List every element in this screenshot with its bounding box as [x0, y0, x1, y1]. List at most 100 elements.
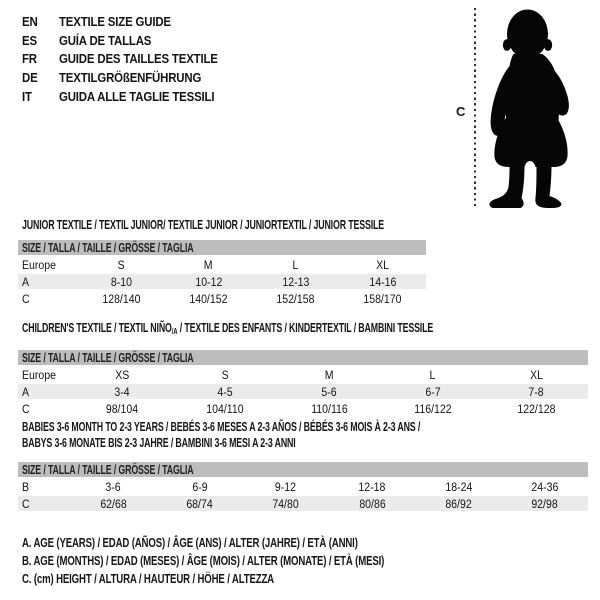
size-cell-text: L [429, 367, 436, 382]
language-row: DE TEXTILGRÖßENFÜHRUNG [22, 68, 239, 87]
size-cell: 12-13 [252, 275, 339, 289]
size-cell-text: 74/80 [272, 496, 300, 511]
size-cell-text: 80/86 [358, 496, 386, 511]
size-cell: 104/110 [174, 402, 278, 416]
size-cell-text: XL [376, 257, 389, 272]
footnote-text: C. (cm) HEIGHT / ALTURA / HAUTEUR / HÖHE… [22, 571, 274, 586]
language-code: ES [22, 33, 59, 48]
footnotes: A. AGE (YEARS) / EDAD (AÑOS) / ÂGE (ANS)… [22, 535, 512, 589]
size-cell: 5-6 [277, 385, 381, 399]
table-title-line: BABYS 3-6 MONATE BIS 2-3 JAHRE / BAMBINI… [22, 435, 588, 451]
measure-label-c: C [456, 104, 466, 119]
size-cell: M [165, 258, 252, 272]
size-cell: 92/98 [502, 497, 588, 511]
row-label: Europe [18, 368, 70, 382]
baby-silhouette-icon [489, 9, 569, 208]
size-cell: XS [70, 368, 174, 382]
size-cell: 9-12 [243, 480, 329, 494]
table-title: BABIES 3-6 MONTH TO 2-3 YEARS / BEBÉS 3-… [22, 419, 588, 451]
row-label-text: A [22, 384, 30, 399]
size-cell-text: L [292, 257, 299, 272]
title-subscript: /A [171, 326, 178, 336]
size-cell-text: 68/74 [186, 496, 213, 511]
size-table-grid: SIZE / TALLA / TAILLE / GRÖSSE / TAGLIA E… [18, 240, 426, 306]
size-cell-text: 98/104 [105, 401, 138, 416]
table-row: C 62/68 68/74 74/80 80/86 86/92 92/98 [18, 496, 588, 511]
language-code-text: FR [22, 51, 37, 67]
language-code: FR [22, 51, 59, 66]
size-cell: XL [339, 258, 426, 272]
size-cell-text: 3-4 [114, 384, 130, 399]
size-cell-text: 128/140 [102, 291, 141, 306]
language-row: ES GUÍA DE TALLAS [22, 31, 239, 50]
table-title-text: CHILDREN'S TEXTILE / TEXTIL NIÑO/A / TEX… [22, 320, 433, 339]
size-cell-text: 8-10 [110, 274, 133, 289]
row-label-text: C [22, 496, 30, 511]
title-segment: BABYS 3-6 MONATE BIS 2-3 JAHRE / BAMBINI… [22, 436, 296, 450]
footnote-text: B. AGE (MONTHS) / EDAD (MESES) / ÂGE (MO… [22, 553, 385, 568]
size-header-bar: SIZE / TALLA / TAILLE / GRÖSSE / TAGLIA [18, 350, 588, 365]
language-label-text: GUIDA ALLE TAGLIE TESSILI [59, 88, 215, 104]
table-title-text: JUNIOR TEXTILE / TEXTIL JUNIOR/ TEXTILE … [22, 217, 384, 233]
table-row: A 3-4 4-5 5-6 6-7 7-8 [18, 384, 588, 399]
row-label: A [18, 385, 70, 399]
table-row: Europe XS S M L XL [18, 367, 588, 382]
size-cell: L [252, 258, 339, 272]
size-cell: 140/152 [165, 292, 252, 306]
row-label: C [18, 497, 70, 511]
size-cell: 10-12 [165, 275, 252, 289]
row-label-text: Europe [22, 367, 56, 382]
row-label: C [18, 402, 70, 416]
size-cell: 80/86 [329, 497, 415, 511]
size-header-bar: SIZE / TALLA / TAILLE / GRÖSSE / TAGLIA [18, 462, 588, 477]
row-label-text: C [22, 401, 30, 416]
size-cell-text: 158/170 [363, 291, 402, 306]
table-title: JUNIOR TEXTILE / TEXTIL JUNIOR/ TEXTILE … [22, 217, 426, 233]
size-cell: 12-18 [329, 480, 415, 494]
language-label-text: TEXTILGRÖßENFÜHRUNG [59, 69, 202, 85]
size-cell-text: 9-12 [275, 479, 297, 494]
row-label: Europe [18, 258, 78, 272]
size-cell-text: 12-13 [282, 274, 309, 289]
table-title-text: BABYS 3-6 MONATE BIS 2-3 JAHRE / BAMBINI… [22, 435, 296, 451]
language-code: EN [22, 14, 59, 29]
row-label-text: Europe [22, 257, 56, 272]
size-cell-text: 86/92 [445, 496, 472, 511]
size-table-babies: BABIES 3-6 MONTH TO 2-3 YEARS / BEBÉS 3-… [18, 419, 588, 511]
size-cell-text: 62/68 [99, 496, 127, 511]
row-label: A [18, 275, 78, 289]
footnote-text: A. AGE (YEARS) / EDAD (AÑOS) / ÂGE (ANS)… [22, 535, 358, 550]
footnote-line: C. (cm) HEIGHT / ALTURA / HAUTEUR / HÖHE… [22, 571, 512, 589]
footnote-line: A. AGE (YEARS) / EDAD (AÑOS) / ÂGE (ANS)… [22, 535, 512, 553]
size-cell-text: 152/158 [276, 291, 315, 306]
language-label: GUIDA ALLE TAGLIE TESSILI [59, 89, 236, 104]
size-cell: XL [484, 368, 588, 382]
size-cell: 122/128 [484, 402, 588, 416]
size-cell-text: 7-8 [528, 384, 544, 399]
size-cell: S [78, 258, 165, 272]
size-cell: 3-4 [70, 385, 174, 399]
size-cell-text: 104/110 [206, 401, 245, 416]
size-cell-text: 24-36 [531, 479, 559, 494]
size-cell: M [277, 368, 381, 382]
size-cell-text: XS [114, 367, 129, 382]
size-cell-text: 6-7 [424, 384, 441, 399]
size-cell-text: 4-5 [217, 384, 233, 399]
table-row: C 128/140 140/152 152/158 158/170 [18, 291, 426, 306]
size-cell-text: M [204, 257, 213, 272]
size-cell-text: 92/98 [531, 496, 558, 511]
language-code-text: DE [22, 69, 38, 85]
table-title: CHILDREN'S TEXTILE / TEXTIL NIÑO/A / TEX… [22, 320, 588, 339]
size-cell: 8-10 [78, 275, 165, 289]
size-cell: 24-36 [502, 480, 588, 494]
size-cell: 86/92 [415, 497, 501, 511]
language-code: DE [22, 70, 59, 85]
size-cell: 3-6 [70, 480, 156, 494]
row-label-text: A [22, 274, 30, 289]
size-cell: 62/68 [70, 497, 156, 511]
size-cell-text: 10-12 [195, 274, 222, 289]
size-cell: 116/122 [381, 402, 485, 416]
language-label-text: GUIDE DES TAILLES TEXTILE [59, 51, 218, 67]
language-code-text: ES [22, 32, 37, 48]
